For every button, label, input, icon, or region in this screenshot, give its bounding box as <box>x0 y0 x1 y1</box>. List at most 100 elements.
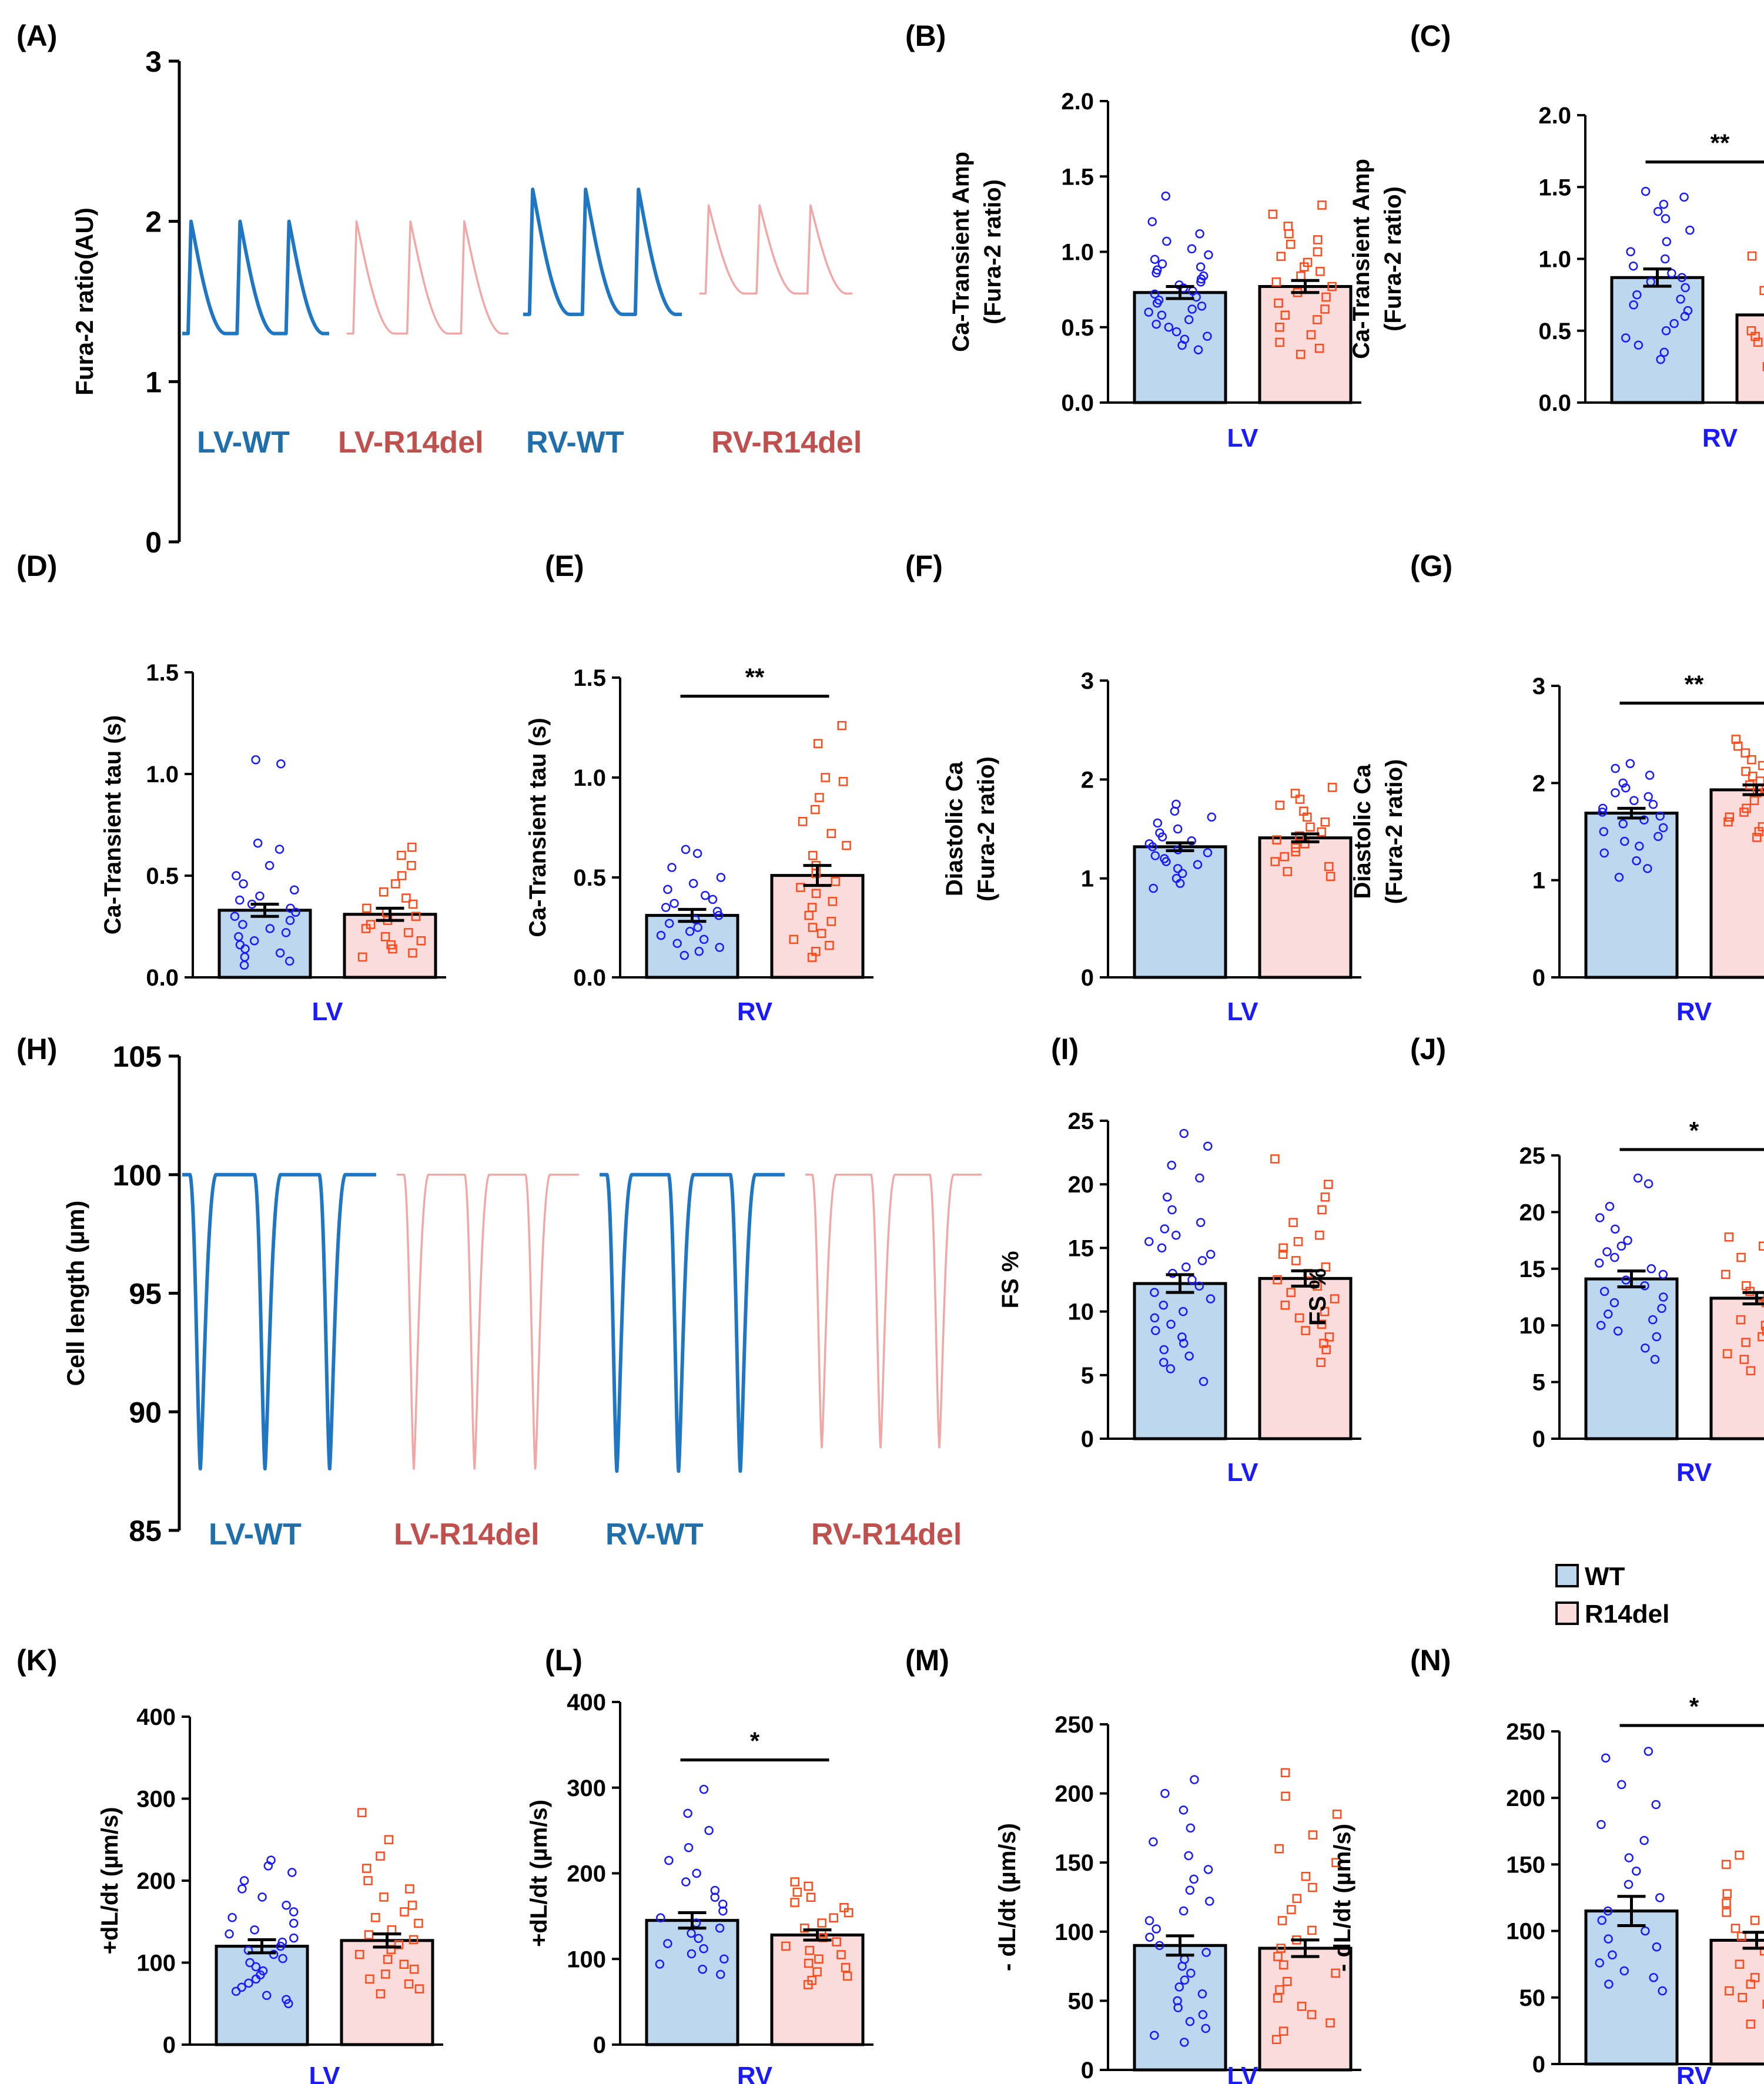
data-point-wt <box>1624 1853 1634 1862</box>
panel-label-A: (A) <box>16 19 57 52</box>
data-point-r14del <box>811 805 820 815</box>
data-point-wt <box>1658 1269 1668 1279</box>
y-tick-label: 0.5 <box>1538 319 1571 344</box>
data-point-r14del <box>1762 784 1764 794</box>
data-point-wt <box>1620 836 1629 846</box>
data-point-r14del <box>1273 1275 1282 1285</box>
data-point-r14del <box>1722 1349 1732 1359</box>
y-axis-label: +dL/dt (µm/s) <box>97 1807 123 1955</box>
data-point-r14del <box>1722 1859 1731 1869</box>
data-point-wt <box>239 1876 249 1885</box>
data-point-wt <box>1150 254 1160 264</box>
data-point-r14del <box>1280 1301 1290 1310</box>
panel-L: (L) 0 100 200 300 400 +dL/dt (µm/s) RV * <box>526 1644 873 2084</box>
y-tick-label: 100 <box>1506 1919 1545 1945</box>
data-point-r14del <box>1317 827 1326 837</box>
x-category-label: LV <box>309 2062 341 2084</box>
data-point-r14del <box>1287 1905 1296 1914</box>
data-point-wt <box>1632 290 1642 300</box>
data-point-r14del <box>829 1913 838 1923</box>
data-point-wt <box>1632 856 1641 866</box>
data-point-r14del <box>416 936 426 946</box>
data-point-wt <box>1147 217 1157 226</box>
data-point-r14del <box>1762 1999 1764 2009</box>
data-point-r14del <box>361 1864 371 1873</box>
trace-label: RV-R14del <box>711 425 862 460</box>
panel-C: (C) 0.0 0.5 1.0 1.5 2.0 Ca-Transient Amp (Fura-… <box>1348 19 1764 453</box>
data-point-wt <box>681 1877 691 1887</box>
significance-marker: ** <box>745 664 765 691</box>
bar-wt <box>645 1919 739 2046</box>
data-point-wt <box>1604 1979 1614 1989</box>
data-point-wt <box>1653 207 1663 216</box>
data-point-r14del <box>1268 209 1278 219</box>
legend: WT R14del <box>1555 1562 1669 1629</box>
data-point-r14del <box>1750 331 1760 341</box>
data-point-r14del <box>1286 239 1296 249</box>
data-point-wt <box>1184 1851 1193 1861</box>
data-point-wt <box>1652 1332 1662 1342</box>
data-point-wt <box>1616 1780 1626 1790</box>
data-point-wt <box>1648 1315 1658 1325</box>
data-point-wt <box>1596 1820 1606 1830</box>
data-point-r14del <box>1294 1313 1304 1323</box>
data-point-wt <box>1203 1141 1213 1151</box>
data-point-r14del <box>401 893 411 903</box>
data-point-wt <box>715 943 724 952</box>
data-point-r14del <box>1276 252 1286 261</box>
y-tick-label: 0 <box>1081 2058 1094 2083</box>
data-point-r14del <box>1735 1959 1745 1969</box>
legend-wt-label: WT <box>1585 1562 1625 1591</box>
y-tick-label: 2.0 <box>1538 103 1571 129</box>
y-tick-label: 85 <box>129 1515 162 1547</box>
data-point-r14del <box>405 1884 414 1894</box>
data-point-wt <box>663 1939 672 1948</box>
data-point-r14del <box>798 817 808 826</box>
data-point-wt <box>1645 770 1655 780</box>
data-point-wt <box>1613 1326 1623 1336</box>
data-point-wt <box>249 936 259 946</box>
data-point-r14del <box>821 773 830 782</box>
panel-label-B: (B) <box>905 19 946 52</box>
y-tick-label: 0.0 <box>573 965 606 991</box>
data-point-r14del <box>1315 1231 1324 1240</box>
data-point-r14del <box>807 953 817 962</box>
y-axis-label: Diastolic Ca <box>1350 764 1375 899</box>
data-point-wt <box>1611 788 1620 798</box>
data-point-wt <box>1653 832 1663 842</box>
y-axis-label: +dL/dt (µm/s) <box>526 1800 552 1947</box>
data-point-r14del <box>1278 2026 1288 2036</box>
y-tick-label: 300 <box>136 1787 176 1812</box>
data-point-wt <box>1185 2016 1195 2026</box>
y-tick-label: 100 <box>136 1951 176 1976</box>
data-point-r14del <box>1736 1252 1746 1262</box>
data-point-r14del <box>361 924 371 933</box>
data-point-r14del <box>1327 282 1337 292</box>
panel-label-I: (I) <box>1051 1033 1079 1066</box>
significance-marker: ** <box>1685 670 1704 698</box>
data-point-r14del <box>1275 800 1285 810</box>
data-point-wt <box>664 919 674 928</box>
data-point-wt <box>1648 799 1658 809</box>
data-point-wt <box>1174 1982 1184 1992</box>
data-point-wt <box>1179 1338 1189 1348</box>
data-point-wt <box>1177 1332 1187 1342</box>
data-point-wt <box>1150 289 1160 299</box>
data-point-wt <box>1605 1202 1615 1211</box>
data-point-wt <box>681 845 691 855</box>
data-point-r14del <box>399 1959 409 1969</box>
trace-lv-r14del <box>347 220 508 335</box>
panel-F: (F) 0 1 2 3 Diastolic Ca (Fura-2 ratio) LV <box>905 550 1361 1026</box>
y-tick-label: 2 <box>1081 767 1094 793</box>
y-tick-label: 1.0 <box>146 762 179 788</box>
data-point-wt <box>684 1843 694 1852</box>
bar-wt <box>1133 845 1227 979</box>
data-point-r14del <box>1320 817 1330 827</box>
data-point-r14del <box>1722 1889 1732 1898</box>
data-point-wt <box>1171 1231 1181 1240</box>
data-point-wt <box>1197 1989 1207 1999</box>
data-point-wt <box>1621 333 1631 343</box>
data-point-wt <box>1166 1319 1176 1329</box>
panel-label-K: (K) <box>16 1644 57 1677</box>
data-point-r14del <box>1722 1898 1731 1908</box>
